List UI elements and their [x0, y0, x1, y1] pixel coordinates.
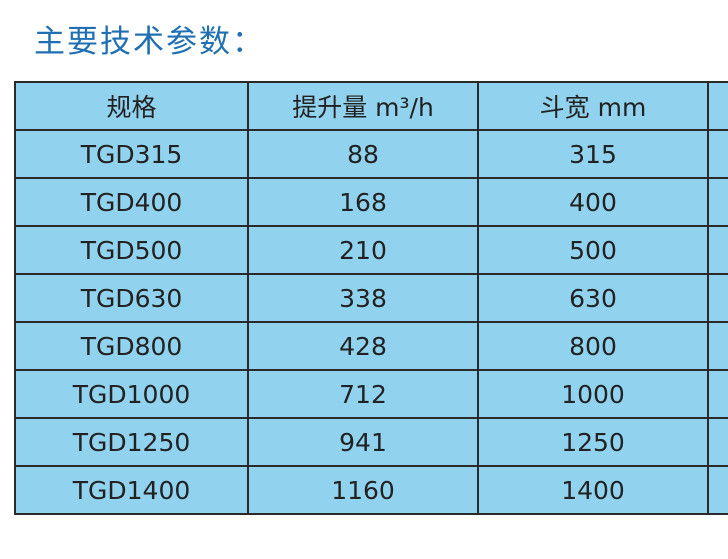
table-row: TGD800 428 800	[14, 321, 728, 371]
table-row: TGD1250 941 1250	[14, 417, 728, 467]
table-wrap: 规格 提升量 m³/h 斗宽 mm TGD315 88 315 TGD400 168 400 TG…	[14, 81, 728, 541]
table-cell: 400	[477, 177, 709, 227]
header-cell	[707, 81, 728, 131]
table-cell: TGD800	[14, 321, 249, 371]
table-cell: 1400	[477, 465, 709, 515]
header-row: 规格 提升量 m³/h 斗宽 mm	[14, 81, 728, 131]
table-cell: TGD1250	[14, 417, 249, 467]
table-cell: 88	[247, 129, 479, 179]
table-cell: TGD315	[14, 129, 249, 179]
table-cell: TGD500	[14, 225, 249, 275]
table-cell: TGD1000	[14, 369, 249, 419]
table-row: TGD1000 712 1000	[14, 369, 728, 419]
table-cell	[707, 177, 728, 227]
table-cell: 500	[477, 225, 709, 275]
table-cell: 800	[477, 321, 709, 371]
table-cell: TGD400	[14, 177, 249, 227]
table-cell	[707, 321, 728, 371]
table-cell: 630	[477, 273, 709, 323]
table-cell: 428	[247, 321, 479, 371]
title: 主要技术参数：	[34, 24, 265, 60]
table-cell	[707, 465, 728, 515]
table-cell	[707, 417, 728, 467]
header-cell: 规格	[14, 81, 249, 131]
table-row: TGD1400 1160 1400	[14, 465, 728, 515]
table-row: TGD630 338 630	[14, 273, 728, 323]
table-cell: 1250	[477, 417, 709, 467]
table-cell: 1000	[477, 369, 709, 419]
table-cell: 338	[247, 273, 479, 323]
table-cell: 168	[247, 177, 479, 227]
header-cell: 提升量 m³/h	[247, 81, 479, 131]
table-cell	[707, 369, 728, 419]
header-cell: 斗宽 mm	[477, 81, 709, 131]
table-cell: 712	[247, 369, 479, 419]
table-cell: 315	[477, 129, 709, 179]
table-cell: 941	[247, 417, 479, 467]
table-row: TGD500 210 500	[14, 225, 728, 275]
table-row: TGD315 88 315	[14, 129, 728, 179]
table-cell	[707, 129, 728, 179]
table-cell: TGD1400	[14, 465, 249, 515]
table-cell	[707, 225, 728, 275]
spec-table: 规格 提升量 m³/h 斗宽 mm TGD315 88 315 TGD400 168 400 TG…	[14, 81, 728, 515]
table-cell	[707, 273, 728, 323]
table-row: TGD400 168 400	[14, 177, 728, 227]
table-cell: 1160	[247, 465, 479, 515]
table-cell: TGD630	[14, 273, 249, 323]
table-cell: 210	[247, 225, 479, 275]
